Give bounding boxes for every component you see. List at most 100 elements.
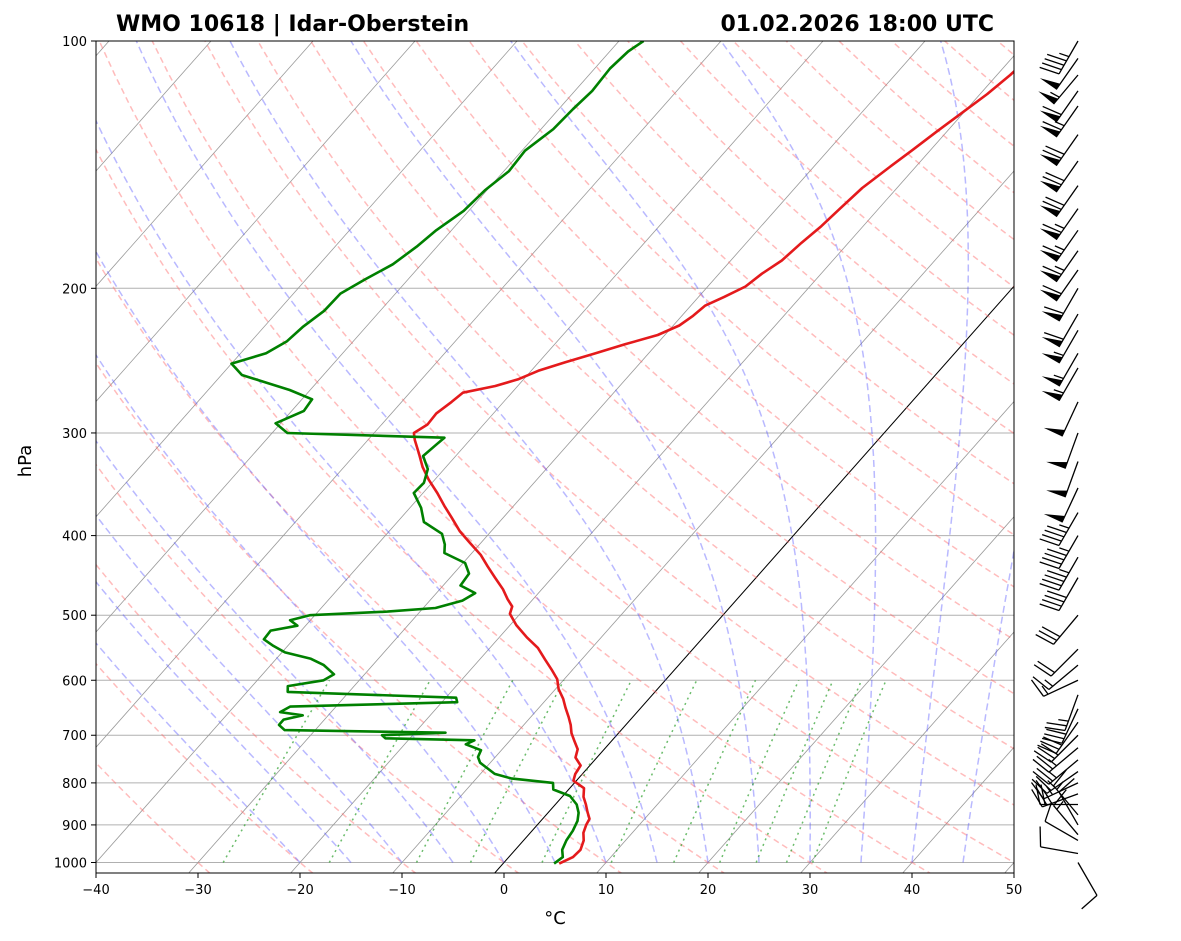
chart-title-time: 01.02.2026 18:00 UTC (720, 12, 994, 37)
chart-title-station: WMO 10618 | Idar-Oberstein (116, 12, 469, 37)
x-tick-label: 30 (802, 883, 819, 898)
wind-barbs (1030, 40, 1098, 910)
isotherm (96, 41, 722, 748)
wind-barb (1039, 556, 1079, 591)
y-tick-label: 100 (62, 35, 87, 50)
wind-barb (1041, 287, 1079, 322)
x-tick-label: 50 (1006, 883, 1023, 898)
y-tick-label: 200 (62, 282, 87, 297)
mixing-ratio-line (415, 679, 514, 863)
zero-isotherm (494, 285, 1014, 873)
wind-barb (1044, 801, 1079, 841)
y-tick-label: 800 (62, 777, 87, 792)
dewpoint-trace (230, 41, 645, 865)
wind-barb (1039, 250, 1079, 283)
dry-adiabat (204, 41, 1014, 806)
dry-adiabat (997, 41, 1014, 56)
background-lines (0, 41, 1014, 880)
x-tick-label: 0 (500, 883, 508, 898)
isotherm (96, 41, 416, 403)
x-tick-label: 10 (598, 883, 615, 898)
moist-adiabat (96, 119, 607, 863)
mixing-ratio-line (469, 679, 565, 863)
mixing-ratio-line (673, 679, 757, 863)
y-tick-label: 900 (62, 819, 87, 834)
isotherm (0, 41, 7, 880)
mixing-ratio-line (328, 679, 431, 863)
isotherm (96, 41, 518, 518)
dry-adiabat (415, 41, 1014, 588)
moist-adiabat (96, 580, 352, 863)
wind-barb (1058, 778, 1079, 826)
plot-frame (95, 40, 1015, 874)
wind-barb (1041, 367, 1079, 402)
moist-adiabat (96, 641, 301, 864)
wind-barb (1039, 208, 1079, 241)
wind-barb (1039, 535, 1079, 570)
x-tick-label: −10 (388, 883, 415, 898)
wind-barb (1039, 512, 1079, 547)
moist-adiabat (96, 514, 403, 863)
mixing-ratio-line (222, 679, 331, 863)
y-axis: 100 200 300 400 500 600 700 800 900 1000 (54, 35, 96, 872)
mixing-ratio-line (755, 679, 834, 863)
wind-barb (1039, 105, 1079, 138)
wind-barb (1039, 577, 1079, 612)
dry-adiabat (574, 41, 1014, 435)
wind-barb (1041, 313, 1079, 348)
moist-adiabat (720, 41, 877, 863)
wind-barb (1039, 269, 1079, 302)
sounding-traces (230, 41, 1014, 865)
isotherm (290, 55, 1014, 873)
wind-barb (1039, 40, 1079, 75)
wind-barb (1032, 747, 1079, 773)
mixing-ratio-line (719, 679, 800, 863)
moist-adiabat (229, 41, 709, 863)
wind-barb (1053, 789, 1079, 836)
dry-adiabat (521, 41, 1014, 485)
isotherm (96, 41, 314, 287)
dry-adiabat (891, 41, 1014, 148)
isotherm (188, 41, 926, 873)
x-tick-label: −40 (82, 883, 109, 898)
wind-barb (1044, 694, 1079, 732)
wind-barb (1030, 679, 1079, 697)
x-tick-label: 20 (700, 883, 717, 898)
y-tick-label: 400 (62, 530, 87, 545)
y-tick-label: 700 (62, 729, 87, 744)
wind-barb (1033, 648, 1079, 677)
y-tick-label: 1000 (54, 857, 87, 872)
dry-adiabat (151, 41, 1014, 864)
wind-barb (1038, 74, 1079, 105)
wind-barb (1032, 759, 1079, 785)
wind-barb (1031, 771, 1079, 794)
temperature-trace (412, 69, 1014, 865)
wind-barb (1039, 826, 1079, 855)
dry-adiabat (96, 463, 520, 873)
mixing-ratio-line (610, 679, 698, 863)
moist-adiabat (96, 439, 454, 863)
dry-adiabat (96, 563, 417, 873)
dry-adiabat (96, 257, 726, 873)
wind-barb (1041, 708, 1079, 744)
moist-adiabat (911, 41, 970, 863)
dry-adiabat (785, 41, 1014, 241)
wind-barb (1039, 58, 1079, 90)
isotherm (800, 631, 1014, 873)
moist-adiabat (962, 546, 1014, 863)
y-tick-label: 600 (62, 674, 87, 689)
isotherm (698, 516, 1014, 873)
wind-barb (1043, 401, 1079, 437)
x-axis-label: °C (544, 908, 566, 929)
moist-adiabat (135, 41, 658, 863)
wind-barb (1039, 134, 1079, 167)
wind-barb (1039, 229, 1079, 262)
mixing-ratio-line (811, 680, 887, 863)
mixing-ratio-line (785, 680, 863, 863)
isotherm (392, 170, 1014, 873)
wind-barb (1077, 862, 1098, 910)
dry-adiabat (627, 41, 1014, 385)
wind-barb (1039, 90, 1079, 123)
moist-adiabat (96, 250, 556, 863)
isotherm (96, 41, 824, 864)
